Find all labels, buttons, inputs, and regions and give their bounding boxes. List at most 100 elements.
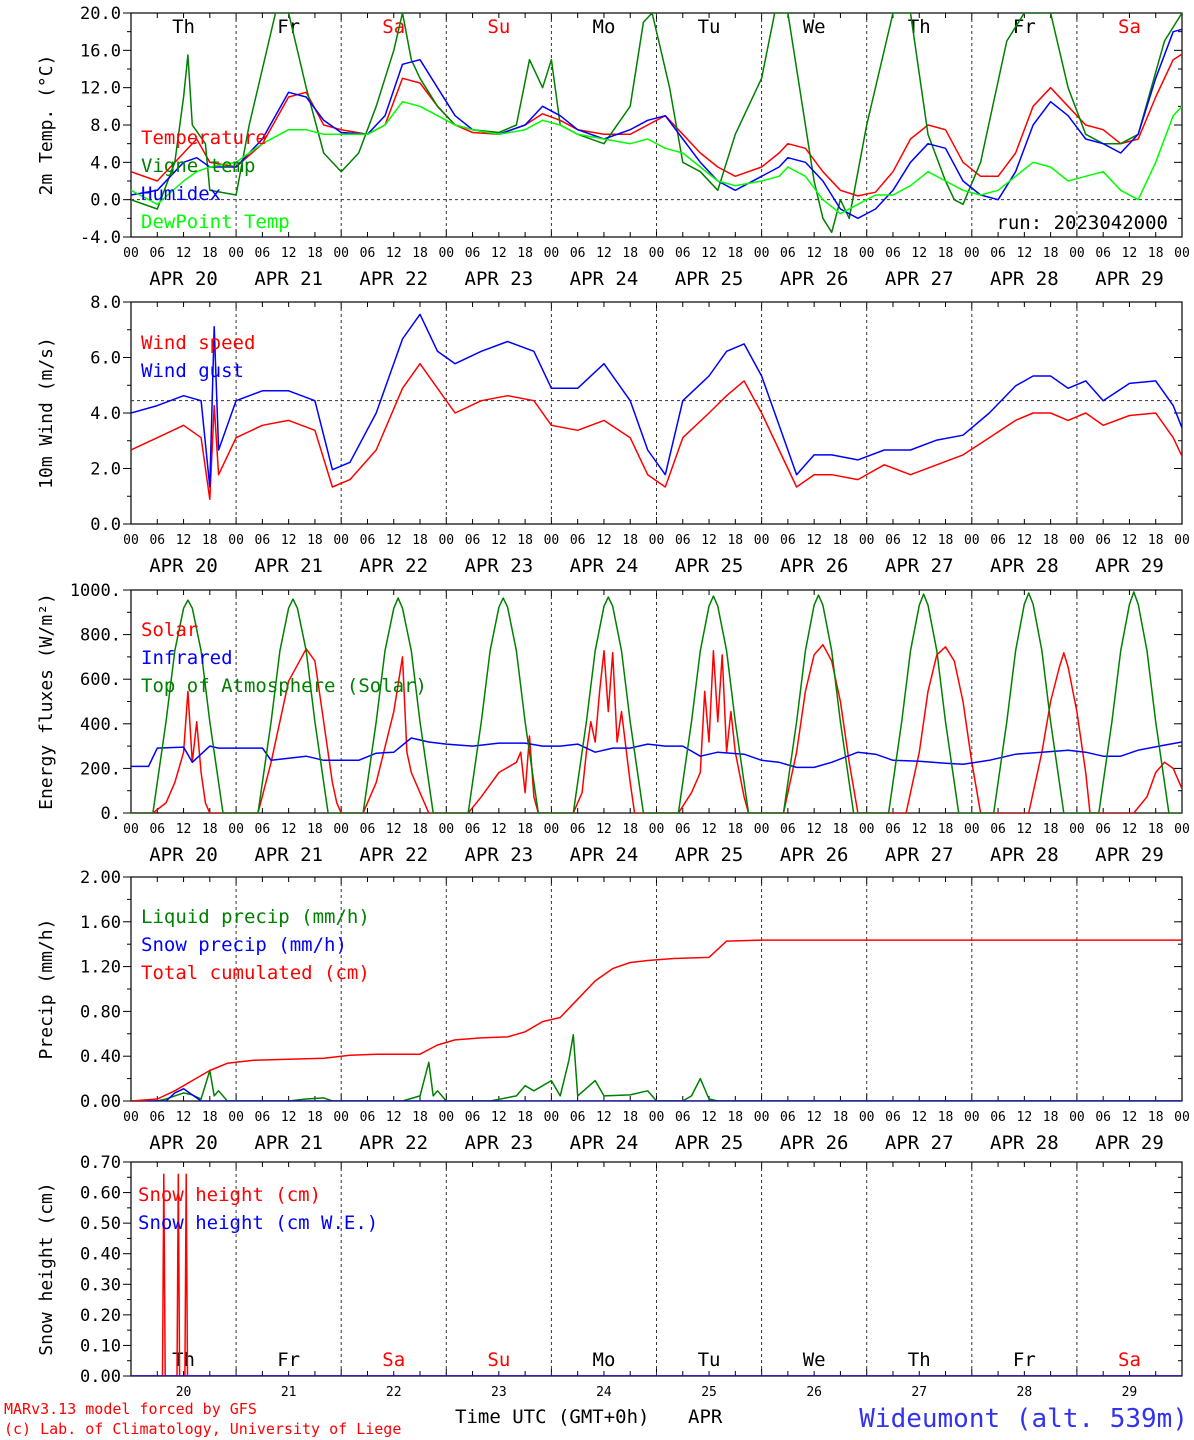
- series-group: [131, 13, 1182, 234]
- y-axis-label: Snow height (cm): [36, 1182, 57, 1355]
- hour-tick-label: 12: [1122, 246, 1138, 261]
- day-number-label: 25: [701, 1385, 717, 1400]
- y-tick-label: 0.0: [90, 191, 121, 211]
- y-tick-label: 600.: [80, 670, 121, 690]
- hour-tick-label: 12: [911, 246, 927, 261]
- hour-tick-label: 06: [1095, 246, 1111, 261]
- hour-tick-label: 06: [675, 1110, 691, 1125]
- hour-tick-label: 06: [360, 822, 376, 837]
- legend-entry: Infrared: [141, 647, 233, 669]
- hour-tick-label: 00: [1174, 533, 1190, 548]
- y-tick-label: 1000.: [70, 581, 121, 601]
- series-group: [131, 591, 1182, 813]
- y-tick-label: 1.20: [80, 958, 121, 978]
- weekday-label: We: [803, 16, 826, 38]
- hour-tick-label: 00: [123, 246, 139, 261]
- hour-tick-label: 00: [333, 822, 349, 837]
- hour-tick-label: 18: [202, 822, 218, 837]
- hour-tick-label: 12: [281, 246, 297, 261]
- hour-tick-label: 00: [228, 246, 244, 261]
- hour-tick-label: 18: [517, 822, 533, 837]
- hour-tick-label: 12: [1017, 246, 1033, 261]
- y-tick-label: 0.70: [80, 1153, 121, 1173]
- date-label: APR 29: [1095, 268, 1164, 290]
- weekday-label: Th: [172, 16, 195, 38]
- legend-entry: Top of Atmosphere (Solar): [141, 675, 427, 697]
- hour-tick-label: 06: [360, 1110, 376, 1125]
- date-label: APR 26: [780, 1132, 849, 1154]
- hour-tick-label: 00: [123, 533, 139, 548]
- date-label: APR 27: [885, 844, 954, 866]
- hour-tick-label: 18: [517, 533, 533, 548]
- hour-tick-label: 06: [149, 1110, 165, 1125]
- hour-tick-label: 12: [806, 533, 822, 548]
- weekday-label: Su: [487, 1349, 510, 1371]
- hour-tick-label: 18: [622, 1110, 638, 1125]
- date-label: APR 20: [149, 844, 218, 866]
- hour-tick-label: 18: [727, 1110, 743, 1125]
- date-label: APR 23: [465, 844, 534, 866]
- date-label: APR 28: [990, 268, 1059, 290]
- hour-tick-label: 00: [649, 822, 665, 837]
- run-annotation: run: 2023042000: [996, 212, 1168, 234]
- day-number-label: 27: [911, 1385, 927, 1400]
- date-label: APR 21: [254, 1132, 323, 1154]
- date-label: APR 24: [570, 1132, 639, 1154]
- hour-tick-label: 12: [701, 1110, 717, 1125]
- hour-tick-label: 18: [833, 533, 849, 548]
- hour-tick-label: 12: [1122, 822, 1138, 837]
- hour-tick-label: 00: [859, 1110, 875, 1125]
- hour-tick-label: 18: [833, 246, 849, 261]
- date-label: APR 21: [254, 844, 323, 866]
- date-label: APR 20: [149, 268, 218, 290]
- hour-tick-label: 00: [544, 1110, 560, 1125]
- hour-tick-label: 12: [491, 533, 507, 548]
- y-tick-label: 0.00: [80, 1092, 121, 1112]
- hour-tick-label: 06: [1095, 533, 1111, 548]
- hour-tick-label: 12: [911, 822, 927, 837]
- hour-tick-label: 06: [780, 246, 796, 261]
- date-label: APR 23: [465, 268, 534, 290]
- hour-tick-label: 00: [649, 246, 665, 261]
- hour-tick-label: 12: [491, 1110, 507, 1125]
- station-name: Wideumont (alt. 539m): [859, 1404, 1188, 1434]
- y-tick-label: 0.40: [80, 1047, 121, 1067]
- hour-tick-label: 06: [780, 533, 796, 548]
- date-label: APR 20: [149, 1132, 218, 1154]
- hour-tick-label: 00: [544, 246, 560, 261]
- hour-tick-label: 12: [1017, 822, 1033, 837]
- hour-tick-label: 12: [701, 822, 717, 837]
- legend-entry: Snow height (cm): [138, 1184, 321, 1206]
- hour-tick-label: 12: [911, 533, 927, 548]
- hour-tick-label: 18: [412, 822, 428, 837]
- hour-tick-label: 12: [701, 533, 717, 548]
- day-number-label: 26: [806, 1385, 822, 1400]
- legend-entry: Wind gust: [141, 360, 244, 382]
- hour-tick-label: 06: [255, 822, 271, 837]
- day-number-label: 29: [1122, 1385, 1138, 1400]
- hour-tick-label: 00: [964, 533, 980, 548]
- hour-tick-label: 06: [360, 246, 376, 261]
- hour-tick-label: 00: [1174, 246, 1190, 261]
- hour-tick-label: 18: [1148, 246, 1164, 261]
- hour-tick-label: 18: [202, 533, 218, 548]
- hour-tick-label: 06: [675, 533, 691, 548]
- y-tick-label: 0.60: [80, 1184, 121, 1204]
- y-tick-label: 0.80: [80, 1002, 121, 1022]
- y-tick-label: 0.: [101, 804, 121, 824]
- hour-tick-label: 06: [570, 246, 586, 261]
- hour-tick-label: 06: [990, 246, 1006, 261]
- hour-tick-label: 06: [885, 533, 901, 548]
- date-label: APR 28: [990, 555, 1059, 577]
- hour-tick-label: 12: [701, 246, 717, 261]
- hour-tick-label: 18: [1043, 246, 1059, 261]
- hour-tick-label: 06: [465, 1110, 481, 1125]
- hour-tick-label: 12: [596, 822, 612, 837]
- hour-tick-label: 18: [412, 1110, 428, 1125]
- hour-tick-label: 12: [281, 533, 297, 548]
- hour-tick-label: 12: [176, 533, 192, 548]
- hour-tick-label: 00: [228, 822, 244, 837]
- hour-tick-label: 12: [806, 246, 822, 261]
- legend-entry: Solar: [141, 619, 198, 641]
- y-tick-label: 8.0: [90, 116, 121, 136]
